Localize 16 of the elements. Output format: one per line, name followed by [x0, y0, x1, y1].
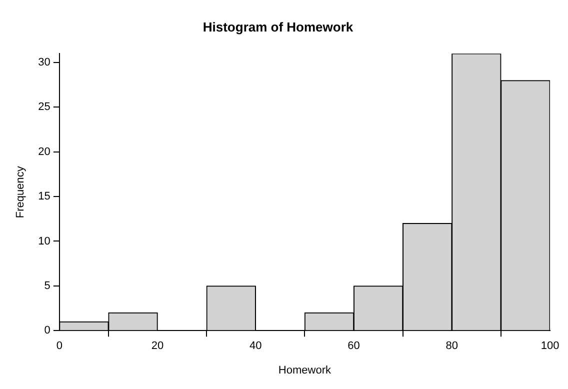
y-tick-label: 25 [38, 101, 50, 114]
x-tick-label: 20 [151, 340, 164, 352]
x-tick-label: 40 [250, 340, 262, 352]
y-tick-label: 20 [38, 146, 50, 158]
x-tick-label: 100 [540, 340, 560, 352]
x-tick-label: 80 [446, 340, 458, 352]
chart-title: Histogram of Homework [202, 19, 354, 34]
y-tick-label: 5 [44, 280, 50, 292]
x-axis-title: Homework [278, 364, 332, 376]
y-tick-label: 10 [38, 235, 50, 248]
x-tick-label: 0 [56, 340, 62, 352]
y-tick-label: 30 [38, 56, 50, 69]
x-tick-label: 60 [348, 340, 360, 352]
y-axis-title: Frequency [14, 166, 27, 218]
y-tick-label: 0 [44, 324, 50, 337]
y-tick-label: 15 [38, 190, 50, 203]
